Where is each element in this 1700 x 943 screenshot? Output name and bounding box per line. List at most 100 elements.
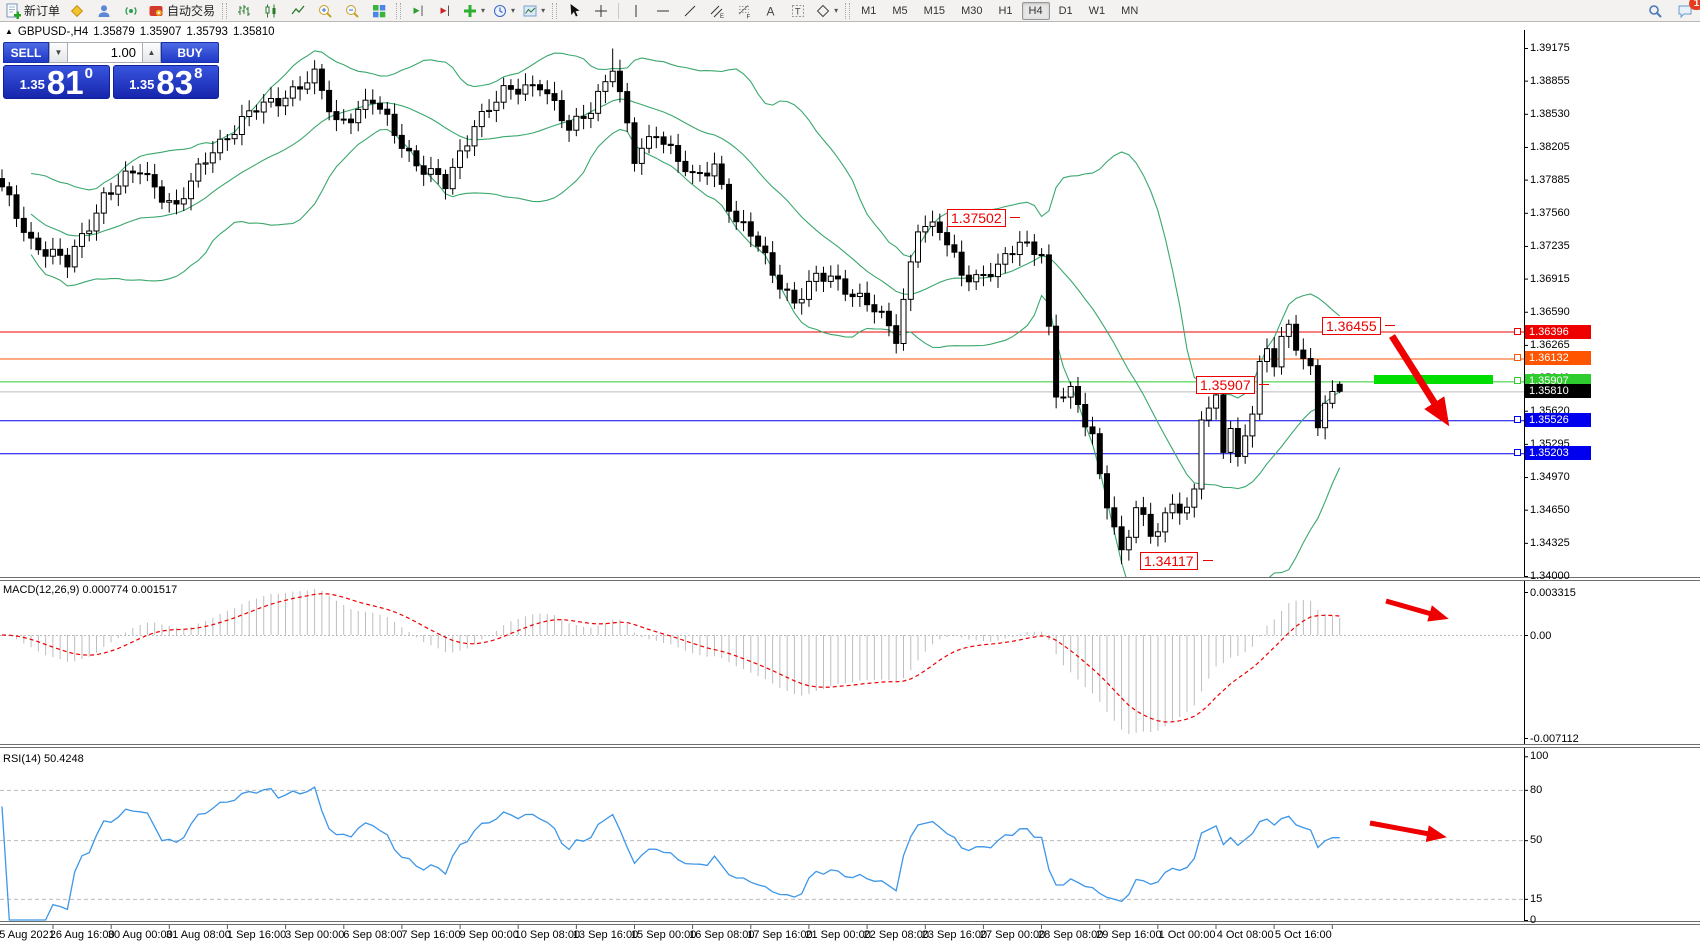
panel-separator[interactable] [0,577,1700,581]
chart-marker-icon: ▲ [5,27,13,36]
timeframe-button-m5[interactable]: M5 [892,4,908,17]
candlestick-chart-icon [265,4,276,17]
crosshair-tool-button[interactable] [588,1,614,21]
zoom-out-button[interactable] [339,1,365,21]
timeframe-button-m1[interactable]: M1 [861,4,877,17]
symbol-info-line: ▲ GBPUSD-,H4 1.35879 1.35907 1.35793 1.3… [5,26,275,38]
price-callout[interactable]: 1.34117 [1140,552,1198,570]
tile-windows-icon [373,4,386,17]
rsi-line [1,786,1340,921]
line-chart-icon [291,5,305,14]
ohlc-high: 1.35907 [139,26,182,38]
timeframe-toolbar: M1 M5 M15 M30 H1 H4 D1 W1 MN [854,1,1145,20]
dropdown-caret-icon: ▾ [511,5,516,15]
zoom-out-icon [346,4,359,18]
vertical-line-tool[interactable] [623,1,649,21]
shapes-icon [816,4,830,17]
fibonacci-tool[interactable]: F [731,1,757,21]
panel-separator [0,921,1700,925]
trendline-tool[interactable] [677,1,703,21]
crosshair-icon [595,4,608,17]
shapes-tool[interactable]: ▾ [812,1,841,21]
line-chart-button[interactable] [285,1,311,21]
vertical-line-icon [635,4,637,17]
volume-increase-button[interactable]: ▲ [142,42,161,63]
horizontal-line-tool[interactable] [650,1,676,21]
equidistant-channel-tool[interactable]: E [704,1,730,21]
highlight-zone [1374,375,1493,384]
dropdown-caret-icon: ▾ [834,5,839,15]
sell-price-prefix: 1.35 [19,77,45,92]
bar-chart-button[interactable] [231,1,257,21]
auto-scroll-button[interactable] [432,1,458,21]
timeframe-button-w1[interactable]: W1 [1088,4,1106,17]
timeframe-button-h1[interactable]: H1 [998,4,1013,17]
toolbar-drag-handle[interactable] [845,2,851,19]
sell-button[interactable]: SELL [3,42,49,63]
volume-input[interactable]: 1.00 [68,42,142,63]
one-click-trade-panel: SELL ▼ 1.00 ▲ BUY 1.35 81 0 1.35 83 8 [3,42,219,99]
auto-scroll-icon [440,5,450,16]
signals-button[interactable] [118,1,144,21]
main-toolbar: 新订单 自动交易 [0,0,1700,22]
toolbar-drag-handle[interactable] [396,2,402,19]
cursor-tool-button[interactable] [561,1,587,21]
ohlc-open: 1.35879 [93,26,135,38]
signal-icon [125,6,137,15]
template-icon [523,5,537,16]
sell-price-point: 0 [84,65,93,82]
notifications-button[interactable]: 1 [1672,0,1700,21]
templates-button[interactable]: ▾ [519,1,548,21]
bar-chart-icon [238,4,251,16]
text-label-tool[interactable]: T [785,1,811,21]
dropdown-caret-icon: ▾ [541,5,546,15]
autotrade-button[interactable]: 自动交易 [145,1,218,21]
timeframe-button-m15[interactable]: M15 [923,4,946,17]
timeframe-button-mn[interactable]: MN [1121,4,1139,17]
notification-badge: 1 [1689,0,1700,10]
ohlc-close: 1.35810 [232,26,275,38]
zoom-in-button[interactable] [312,1,338,21]
price-callout[interactable]: 1.35907 [1196,376,1255,394]
clock-icon [494,4,507,17]
svg-text:A: A [767,4,775,18]
timeframe-button-d1[interactable]: D1 [1058,4,1073,17]
symbol-period: GBPUSD-,H4 [17,26,89,38]
buy-price-box[interactable]: 1.35 83 8 [112,65,219,99]
price-callout[interactable]: 1.37502 [947,209,1006,227]
candlestick-chart-button[interactable] [258,1,284,21]
styles-button[interactable] [64,1,90,21]
buy-button[interactable]: BUY [161,42,219,63]
timeframe-button-h4[interactable]: H4 [1021,1,1050,20]
add-indicator-icon [464,4,477,17]
tile-windows-button[interactable] [366,1,392,21]
chart-shift-button[interactable] [405,1,431,21]
toolbar-drag-handle[interactable] [552,2,558,19]
price-callout[interactable]: 1.36455 [1322,317,1381,335]
horizontal-line-icon [657,10,670,11]
dropdown-caret-icon: ▾ [481,5,486,15]
trend-arrow [1389,334,1450,427]
fibonacci-icon: F [738,4,751,19]
sell-price-pips: 81 [46,64,84,101]
toolbar-drag-handle[interactable] [222,2,228,19]
new-order-icon [6,3,21,19]
panel-separator[interactable] [0,744,1700,748]
volume-decrease-button[interactable]: ▼ [49,42,68,63]
sell-price-box[interactable]: 1.35 81 0 [3,65,110,99]
timeframe-button-m30[interactable]: M30 [961,4,983,17]
text-a-icon: A [767,4,775,18]
new-order-button[interactable]: 新订单 [2,1,63,21]
trend-arrow [1369,820,1447,842]
new-order-label: 新订单 [24,4,61,18]
text-tool[interactable]: A [758,1,784,21]
add-indicator-button[interactable]: ▾ [459,1,488,21]
chart-shift-icon [413,5,423,16]
periods-button[interactable]: ▾ [489,1,518,21]
search-button[interactable] [1642,1,1668,21]
autotrade-icon [149,5,163,16]
macd-histogram [8,588,1341,734]
community-button[interactable] [91,1,117,21]
